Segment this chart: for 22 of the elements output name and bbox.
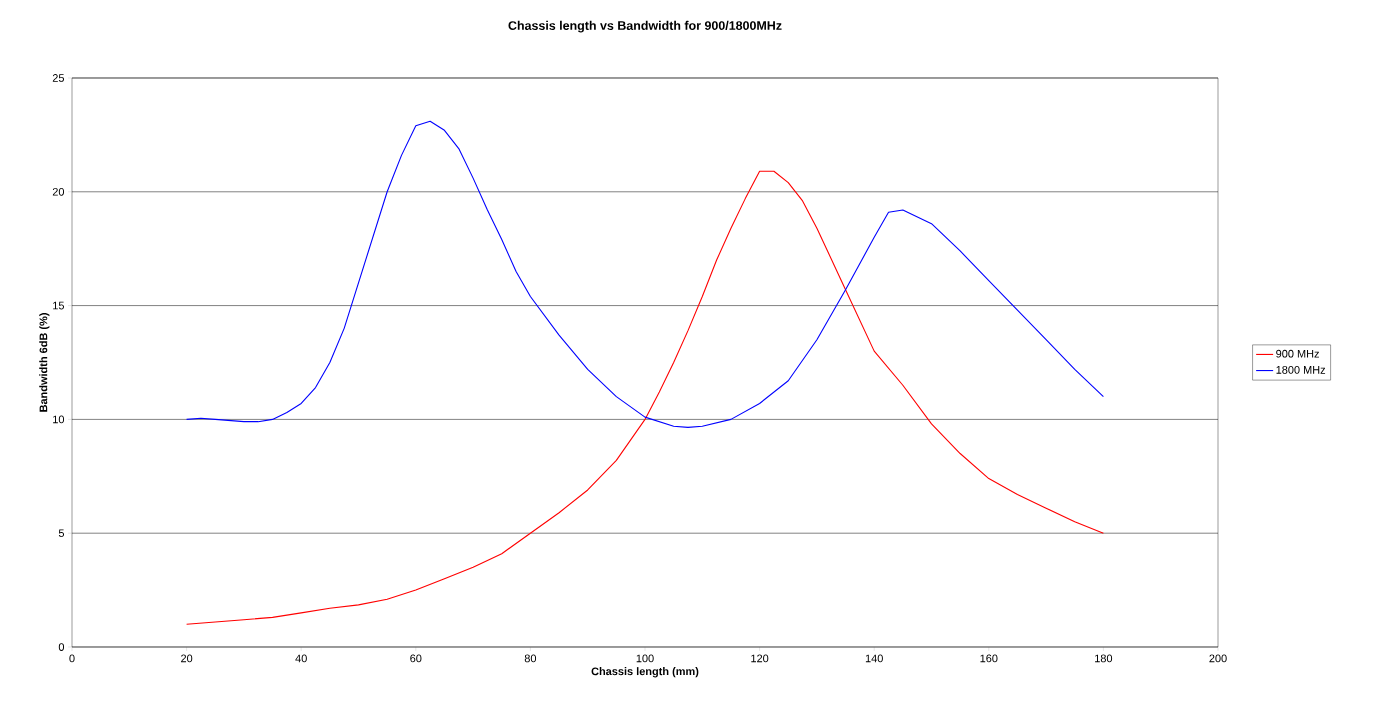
y-tick-label: 15 (53, 301, 65, 310)
chart-title: Chassis length vs Bandwidth for 900/1800MHz (508, 20, 782, 33)
x-tick-label: 40 (295, 654, 307, 663)
x-tick-label: 140 (865, 654, 883, 663)
y-tick-label: 25 (52, 74, 65, 82)
y-tick-label: 10 (53, 415, 65, 424)
x-tick-label: 180 (1095, 654, 1113, 663)
x-tick-label: 200 (1209, 654, 1227, 663)
y-tick-label: 0 (58, 643, 65, 651)
x-tick-label: 20 (181, 654, 193, 663)
y-tick-label: 5 (58, 529, 65, 538)
x-axis-title: Chassis length (mm) (591, 667, 699, 678)
x-tick-label: 0 (69, 654, 75, 663)
legend-label: 1800 MHz (1276, 366, 1326, 374)
x-tick-label: 60 (410, 654, 422, 663)
x-tick-label: 120 (751, 654, 769, 663)
y-tick-label: 20 (52, 187, 65, 196)
x-tick-label: 160 (980, 654, 998, 663)
legend-label: 900 MHz (1276, 349, 1319, 358)
x-tick-label: 100 (636, 654, 654, 663)
x-tick-label: 80 (524, 654, 537, 663)
y-axis-title: Bandwidth 6dB (%) (39, 313, 50, 412)
